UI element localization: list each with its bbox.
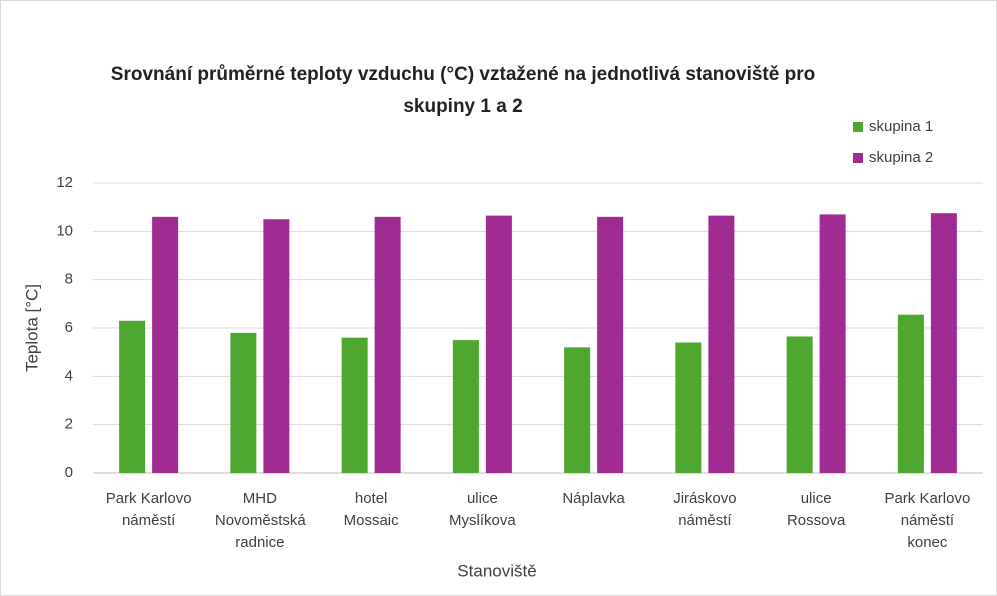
legend-label: skupina 2 <box>869 149 933 166</box>
x-tick-label: MHD Novoměstská radnice <box>214 490 306 551</box>
x-tick-label: Náplavka <box>562 490 625 507</box>
x-tick-label: hotel Mossaic <box>343 490 399 529</box>
bar <box>597 216 624 474</box>
y-tick-label: 0 <box>65 464 73 481</box>
y-tick-label: 10 <box>56 222 73 239</box>
x-tick-label: Jiráskovo náměstí <box>673 490 737 529</box>
y-tick-label: 6 <box>65 319 73 336</box>
bar <box>930 213 957 474</box>
bar <box>263 219 290 473</box>
x-tick-label: Park Karlovo náměstí konec <box>884 490 971 551</box>
y-axis-title: Teplota [°C] <box>22 284 41 372</box>
y-tick-label: 2 <box>65 416 73 433</box>
bar <box>675 342 702 473</box>
bar <box>708 215 735 473</box>
y-tick-label: 8 <box>65 271 73 288</box>
bar <box>485 215 512 473</box>
bar <box>119 320 146 473</box>
bar <box>374 216 401 474</box>
bar <box>786 336 813 473</box>
legend-label: skupina 1 <box>869 118 933 135</box>
bar <box>452 340 479 473</box>
x-axis-title: Stanoviště <box>457 561 536 580</box>
y-tick-label: 4 <box>65 367 73 384</box>
legend-swatch <box>853 153 863 163</box>
x-tick-label: ulice Rossova <box>786 490 846 529</box>
bar <box>152 216 179 474</box>
bar <box>819 214 846 473</box>
bar <box>897 314 924 473</box>
bar <box>230 332 257 473</box>
y-tick-label: 12 <box>56 174 73 191</box>
legend-swatch <box>853 122 863 132</box>
x-tick-label: ulice Myslíkova <box>449 490 516 529</box>
bar <box>564 347 591 473</box>
chart-title: Srovnání průměrné teploty vzduchu (°C) v… <box>110 64 816 117</box>
x-tick-label: Park Karlovo náměstí <box>105 490 192 529</box>
bar <box>341 337 368 473</box>
